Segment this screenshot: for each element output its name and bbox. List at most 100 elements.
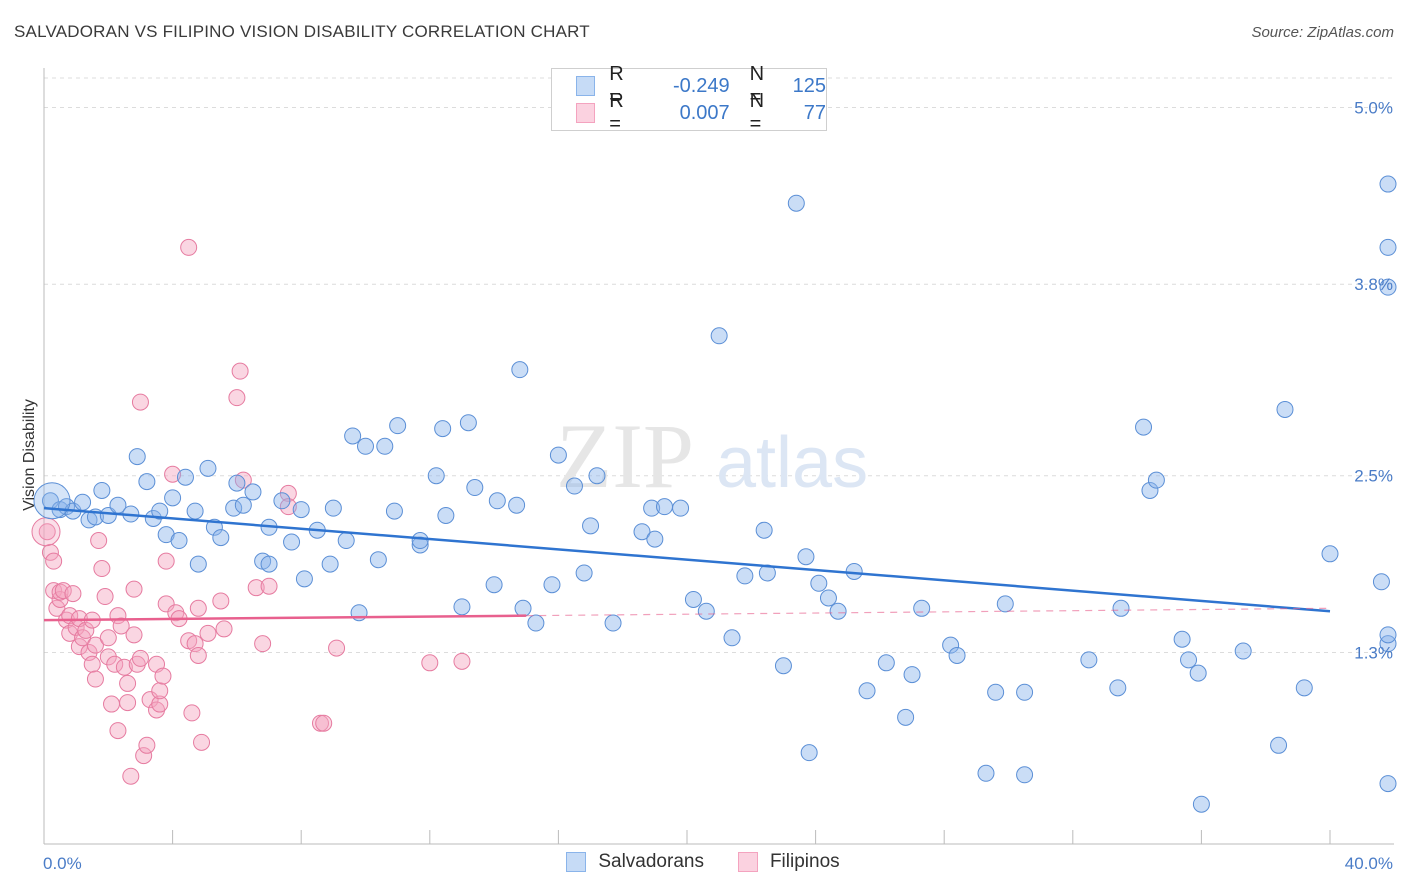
y-tick-label: 2.5% bbox=[1354, 467, 1393, 486]
salvadorans-point bbox=[151, 502, 169, 520]
filipinos-cluster-point bbox=[31, 517, 61, 547]
salvadorans-point bbox=[292, 501, 310, 519]
chart-title: SALVADORAN VS FILIPINO VISION DISABILITY… bbox=[14, 22, 590, 41]
salvadorans-point bbox=[987, 683, 1005, 701]
salvadorans-points bbox=[33, 175, 1397, 813]
filipinos-point bbox=[122, 767, 140, 785]
salvadorans-point bbox=[810, 574, 828, 592]
salvadorans-point bbox=[1379, 278, 1397, 296]
filipinos-point bbox=[193, 733, 211, 751]
legend-swatch-pink bbox=[576, 103, 596, 123]
salvadorans-point bbox=[565, 477, 583, 495]
salvadorans-point bbox=[453, 598, 471, 616]
salvadorans-point bbox=[1180, 651, 1198, 669]
watermark: ZIP atlas bbox=[556, 405, 868, 507]
salvadorans-point bbox=[1372, 573, 1390, 591]
salvadorans-point bbox=[321, 555, 339, 573]
salvadorans-point bbox=[948, 646, 966, 664]
filipinos-point bbox=[109, 722, 127, 740]
filipinos-point bbox=[157, 595, 175, 613]
legend-n-value: 125 bbox=[792, 74, 827, 97]
salvadorans-trend-line bbox=[43, 506, 1331, 613]
salvadorans-point bbox=[369, 551, 387, 569]
salvadorans-point bbox=[344, 427, 362, 445]
filipinos-point bbox=[96, 588, 114, 606]
filipinos-point bbox=[83, 655, 101, 673]
legend-swatch-pink bbox=[737, 852, 758, 872]
filipinos-point bbox=[93, 560, 111, 578]
salvadorans-point bbox=[877, 654, 895, 672]
trend-lines bbox=[43, 506, 1331, 622]
salvadorans-point bbox=[93, 481, 111, 499]
salvadorans-point bbox=[723, 629, 741, 647]
filipinos-point bbox=[135, 747, 153, 765]
salvadorans-point bbox=[1379, 635, 1397, 653]
salvadorans-point bbox=[337, 532, 355, 550]
legend-label-filipinos: Filipinos bbox=[769, 851, 840, 872]
filipinos-point bbox=[215, 620, 233, 638]
salvadorans-point bbox=[1016, 766, 1034, 784]
salvadorans-point bbox=[549, 446, 567, 464]
salvadorans-point bbox=[710, 327, 728, 345]
filipinos-point bbox=[54, 582, 72, 600]
salvadorans-point bbox=[543, 576, 561, 594]
salvadorans-point bbox=[800, 744, 818, 762]
salvadorans-point bbox=[385, 502, 403, 520]
legend-row-salvadorans: R = -0.249 N = 125 bbox=[576, 63, 827, 108]
legend-swatch-blue bbox=[576, 76, 596, 96]
filipinos-point bbox=[141, 691, 159, 709]
y-tick-label: 1.3% bbox=[1354, 644, 1393, 663]
filipinos-point bbox=[119, 674, 137, 692]
filipinos-point bbox=[64, 585, 82, 603]
salvadorans-point bbox=[389, 417, 407, 435]
y-axis-title: Vision Disability bbox=[21, 399, 38, 511]
filipinos-point bbox=[103, 695, 121, 713]
salvadorans-point bbox=[128, 448, 146, 466]
salvadorans-point bbox=[1379, 775, 1397, 793]
filipinos-point bbox=[125, 580, 143, 598]
legend-item-salvadorans: Salvadorans bbox=[566, 851, 704, 873]
salvadorans-point bbox=[295, 570, 313, 588]
salvadorans-point bbox=[186, 502, 204, 520]
filipinos-point bbox=[247, 579, 265, 597]
salvadorans-point bbox=[466, 479, 484, 497]
salvadorans-point bbox=[199, 459, 217, 477]
filipinos-point bbox=[90, 532, 108, 550]
salvadorans-point bbox=[1234, 642, 1252, 660]
salvadorans-point bbox=[643, 499, 661, 517]
correlation-legend: R = -0.249 N = 125 R = 0.007 N = 77 bbox=[551, 63, 827, 135]
filipinos-point bbox=[41, 543, 59, 561]
salvadorans-point bbox=[1173, 630, 1191, 648]
legend-row-filipinos: R = 0.007 N = 77 bbox=[576, 90, 826, 135]
salvadorans-point bbox=[697, 602, 715, 620]
salvadorans-point bbox=[913, 599, 931, 617]
filipinos-point bbox=[99, 629, 117, 647]
salvadorans-point bbox=[434, 420, 452, 438]
salvadorans-point bbox=[797, 548, 815, 566]
salvadorans-point bbox=[672, 499, 690, 517]
filipinos-point bbox=[328, 639, 346, 657]
salvadorans-point bbox=[411, 536, 429, 554]
y-tick-label: 3.8% bbox=[1354, 275, 1393, 294]
x-tick-max: 40.0% bbox=[1345, 854, 1393, 873]
salvadorans-point bbox=[1321, 545, 1339, 563]
salvadorans-point bbox=[260, 555, 278, 573]
salvadorans-point bbox=[225, 499, 243, 517]
filipinos-point bbox=[231, 362, 249, 380]
salvadorans-point bbox=[234, 496, 252, 514]
filipinos-trend-extension bbox=[526, 607, 1331, 617]
filipinos-trend-line bbox=[43, 614, 527, 622]
salvadorans-point bbox=[1276, 400, 1294, 418]
filipinos-point bbox=[151, 695, 169, 713]
salvadorans-point bbox=[1016, 683, 1034, 701]
legend-r-value: -0.249 bbox=[672, 74, 730, 97]
salvadorans-point bbox=[488, 492, 506, 510]
salvadorans-point bbox=[212, 529, 230, 547]
legend-n-label: N = bbox=[749, 63, 765, 108]
salvadorans-point bbox=[1141, 481, 1159, 499]
salvadorans-point bbox=[376, 437, 394, 455]
salvadorans-point bbox=[977, 764, 995, 782]
salvadorans-point bbox=[176, 468, 194, 486]
axes bbox=[43, 68, 1394, 845]
